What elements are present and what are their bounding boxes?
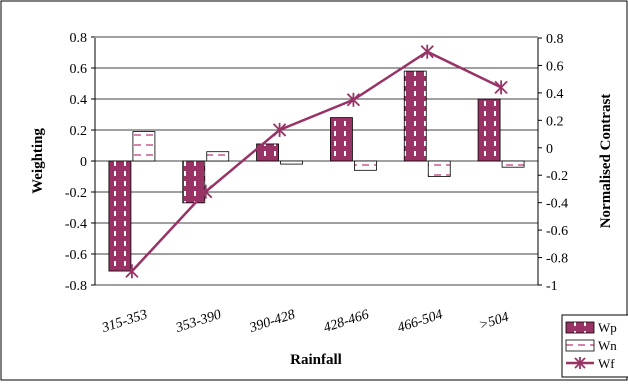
category-label: 315-353 <box>99 307 149 336</box>
y-tick-label: 0.6 <box>70 62 88 77</box>
marker-wf <box>125 264 139 279</box>
bar-wn <box>427 160 451 177</box>
y-tick-label: 0 <box>80 155 87 170</box>
marker-wf <box>420 44 434 59</box>
y2-tick-label: -0.4 <box>546 197 568 212</box>
bar-wp <box>330 117 353 162</box>
category-label: 466-504 <box>396 307 445 336</box>
bar-wn <box>206 151 230 162</box>
y2-tick-label: -0.2 <box>546 169 568 184</box>
category-labels: 315-353 353-390 390-428 428-466 466-504 >504 <box>99 307 510 336</box>
right-axis-ticks: 0.8 0.6 0.4 0.2 0 -0.2 -0.4 -0.6 -0.8 -1 <box>538 32 568 294</box>
bar-wn <box>280 160 303 165</box>
y2-tick-label: 0.4 <box>546 87 564 102</box>
y2-tick-label: 0 <box>546 142 553 157</box>
category-label: 390-428 <box>247 307 297 336</box>
legend-swatch-wp <box>565 321 595 334</box>
y-tick-label: 0.4 <box>70 93 88 108</box>
y2-tick-label: -0.8 <box>546 252 568 267</box>
legend-label-wf: Wf <box>598 356 615 371</box>
y2-axis-title: Normalised Contrast <box>598 94 614 229</box>
category-label: 428-466 <box>322 307 371 336</box>
marker-wf <box>199 184 213 199</box>
bar-wp <box>477 98 501 162</box>
y-tick-label: 0.8 <box>70 31 88 46</box>
bar-wp <box>108 160 132 272</box>
y-tick-label: -0.8 <box>65 279 87 294</box>
category-label: >504 <box>477 310 511 334</box>
y2-tick-label: 0.8 <box>546 32 564 47</box>
line-wf <box>131 50 502 273</box>
y-tick-label: -0.2 <box>65 186 87 201</box>
legend-label-wn: Wn <box>598 338 617 353</box>
axes <box>94 38 539 285</box>
legend-label-wp: Wp <box>598 320 617 335</box>
y-axis-title: Weighting <box>30 128 46 194</box>
legend: Wp Wn Wf <box>561 314 628 378</box>
y2-tick-label: -1 <box>546 279 558 294</box>
bar-wp <box>403 70 427 162</box>
y2-tick-label: -0.6 <box>546 224 568 239</box>
legend-swatch-wn <box>565 339 595 352</box>
marker-wf <box>346 92 361 107</box>
bar-series <box>108 70 525 272</box>
left-axis-ticks: 0.8 0.6 0.4 0.2 0 -0.2 -0.4 -0.6 -0.8 <box>65 31 95 294</box>
marker-wf <box>272 122 287 137</box>
y-tick-label: 0.2 <box>70 124 88 139</box>
category-label: 353-390 <box>173 307 223 336</box>
bar-wn <box>132 131 156 162</box>
x-axis-title: Rainfall <box>290 352 342 368</box>
y-tick-label: -0.6 <box>65 248 87 263</box>
y-tick-label: -0.4 <box>65 217 87 232</box>
marker-wf <box>494 80 508 95</box>
y2-tick-label: 0.6 <box>546 59 564 74</box>
bar-wn <box>354 160 377 171</box>
legend-marker-wf <box>574 357 586 369</box>
gridlines <box>95 36 538 286</box>
line-series <box>125 44 508 279</box>
bar-wn <box>501 160 525 168</box>
bar-wp <box>256 143 279 162</box>
y2-tick-label: 0.2 <box>546 114 564 129</box>
